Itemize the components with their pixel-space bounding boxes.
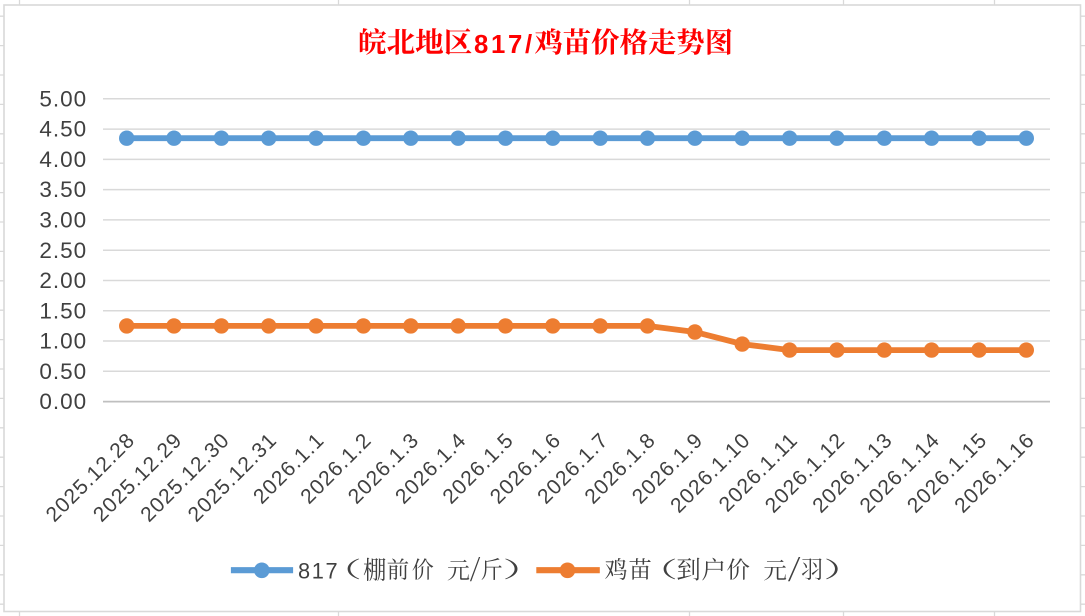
svg-text:3.50: 3.50 bbox=[39, 177, 87, 202]
svg-text:1.00: 1.00 bbox=[39, 329, 87, 354]
svg-text:0.50: 0.50 bbox=[39, 359, 87, 384]
svg-text:817: 817 bbox=[298, 558, 339, 583]
svg-text:2.50: 2.50 bbox=[39, 238, 87, 263]
svg-text:2.00: 2.00 bbox=[39, 268, 87, 293]
svg-text:4.50: 4.50 bbox=[39, 117, 87, 142]
svg-text:817/: 817/ bbox=[474, 31, 535, 59]
svg-text:0.00: 0.00 bbox=[39, 389, 87, 414]
svg-text:1.50: 1.50 bbox=[39, 298, 87, 323]
svg-text:3.00: 3.00 bbox=[39, 208, 87, 233]
svg-text:4.00: 4.00 bbox=[39, 147, 87, 172]
svg-text:5.00: 5.00 bbox=[39, 86, 87, 111]
